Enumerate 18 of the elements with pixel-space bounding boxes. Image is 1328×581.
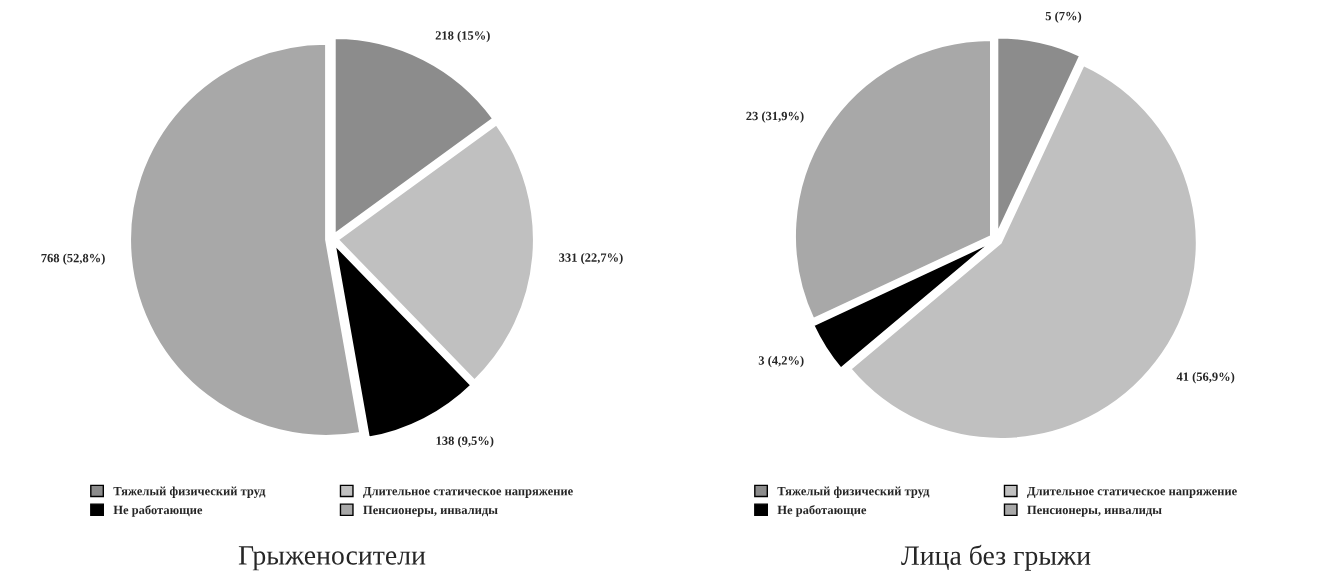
- text: Лица без грыжи: [901, 544, 1091, 571]
- legend-label: Не работающие: [777, 505, 867, 517]
- legend-label: Пенсионеры, инвалиды: [363, 505, 498, 517]
- data-label: 138 (9,5%): [436, 436, 494, 448]
- legend-label: Длительное статическое напряжение: [1027, 487, 1237, 498]
- legend-label: Тяжелый физический труд: [777, 486, 930, 498]
- data-label: 3 (4,2%): [758, 355, 804, 368]
- legend-label: Пенсионеры, инвалиды: [1027, 505, 1162, 517]
- legend-label: Длительное статическое напряжение: [363, 487, 573, 498]
- data-label: 331 (22,7%): [559, 252, 623, 265]
- data-label: 768 (52,8%): [41, 253, 105, 265]
- legend-label: Тяжелый физический труд: [113, 486, 266, 498]
- data-label: 5 (7%): [1045, 11, 1082, 23]
- data-label: 23 (31,9%): [746, 111, 804, 123]
- legend-label: Не работающие: [113, 505, 203, 517]
- text: Грыженосители: [238, 546, 426, 571]
- data-label: 41 (56,9%): [1176, 372, 1235, 384]
- data-label: 218 (15%): [435, 30, 490, 43]
